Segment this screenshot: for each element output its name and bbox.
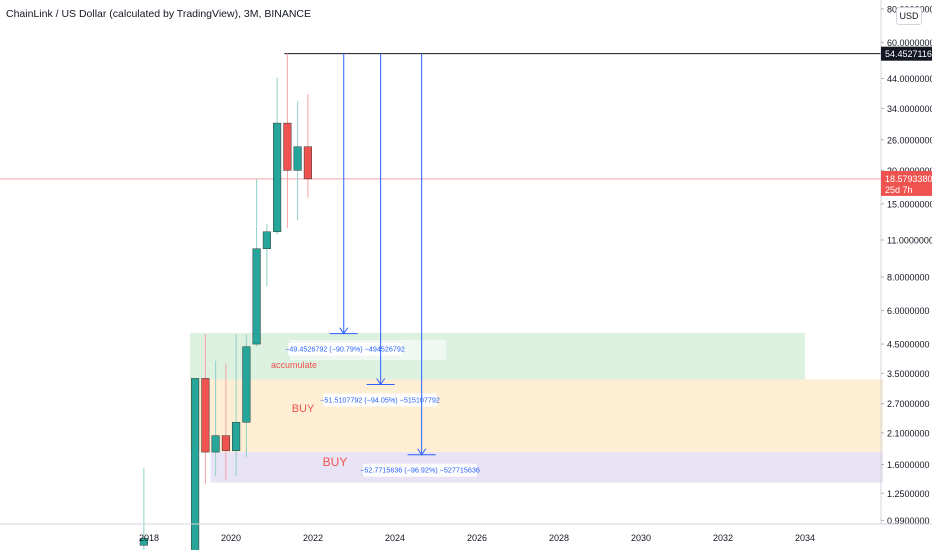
candle-body bbox=[232, 421, 241, 452]
candle-body bbox=[139, 537, 148, 546]
y-tick-label: 15.0000000 bbox=[887, 199, 932, 209]
x-tick-label: 2018 bbox=[139, 533, 159, 543]
y-tick-label: 26.0000000 bbox=[887, 135, 932, 145]
y-tick-label: 2.7000000 bbox=[887, 399, 930, 409]
candle bbox=[283, 53, 292, 228]
price-axis: 80.000000060.000000044.000000034.0000000… bbox=[880, 0, 932, 526]
candle bbox=[191, 378, 200, 550]
candle bbox=[232, 334, 241, 476]
y-tick-label: 1.2500000 bbox=[887, 489, 930, 499]
candle bbox=[293, 101, 302, 221]
x-tick-label: 2034 bbox=[795, 533, 815, 543]
candle bbox=[242, 334, 251, 458]
candle-body bbox=[303, 146, 312, 180]
y-tick-label: 60.0000000 bbox=[887, 38, 932, 48]
candle-body bbox=[221, 435, 230, 452]
candle-body bbox=[283, 122, 292, 171]
measurement: −51.5107792 (−94.05%) −515107792 bbox=[320, 53, 440, 407]
measure-label-bg bbox=[363, 463, 477, 477]
y-tick-label: 20.0000000 bbox=[887, 166, 932, 176]
measure-arrow bbox=[339, 327, 349, 335]
candle-body bbox=[201, 378, 210, 453]
candle bbox=[273, 77, 282, 235]
candle-body bbox=[273, 122, 282, 233]
y-tick-label: 4.5000000 bbox=[887, 340, 930, 350]
current-price-countdown: 25d 7h bbox=[885, 185, 913, 195]
x-tick-label: 2032 bbox=[713, 533, 733, 543]
candle-body bbox=[293, 146, 302, 171]
candle bbox=[211, 360, 220, 476]
x-tick-label: 2026 bbox=[467, 533, 487, 543]
measure-label-bg bbox=[323, 393, 437, 407]
measurement: −49.4526792 (−90.79%) −494526792 bbox=[285, 53, 405, 356]
x-tick-label: 2024 bbox=[385, 533, 405, 543]
measure-label: −51.5107792 (−94.05%) −515107792 bbox=[320, 396, 440, 405]
y-tick-label: 11.0000000 bbox=[887, 235, 932, 245]
x-tick-label: 2030 bbox=[631, 533, 651, 543]
current-price-value: 18.5793380 bbox=[885, 174, 932, 184]
zone-label-purple: BUY bbox=[323, 455, 348, 469]
candle bbox=[139, 468, 148, 550]
candle bbox=[262, 224, 271, 287]
top-line-badge: 54.4527116 bbox=[881, 46, 932, 61]
candle-body bbox=[211, 435, 220, 453]
x-tick-label: 2022 bbox=[303, 533, 323, 543]
y-tick-label: 34.0000000 bbox=[887, 104, 932, 114]
y-tick-label: 44.0000000 bbox=[887, 74, 932, 84]
zone-purple bbox=[210, 452, 883, 483]
chart-title: ChainLink / US Dollar (calculated by Tra… bbox=[6, 8, 312, 20]
zone-orange bbox=[190, 379, 883, 453]
candle bbox=[303, 94, 312, 198]
candle-body bbox=[242, 346, 251, 423]
measure-arrow bbox=[417, 448, 427, 456]
measure-label-bg bbox=[288, 342, 402, 356]
candle-body bbox=[252, 248, 261, 345]
measure-label: −49.4526792 (−90.79%) −494526792 bbox=[285, 345, 405, 354]
candle-body bbox=[191, 378, 200, 550]
zone-green bbox=[190, 332, 805, 380]
zone-label-orange: BUY bbox=[292, 403, 315, 415]
measure-arrow bbox=[376, 378, 386, 386]
top-line-badge-label: 54.4527116 bbox=[885, 49, 932, 59]
x-tick-label: 2028 bbox=[549, 533, 569, 543]
y-tick-label: 2.1000000 bbox=[887, 428, 930, 438]
y-tick-label: 0.9900000 bbox=[887, 516, 930, 526]
candle bbox=[252, 179, 261, 347]
candle bbox=[221, 363, 230, 481]
y-tick-label: 3.5000000 bbox=[887, 369, 930, 379]
measure-label: −52.7715636 (−96.92%) −527715636 bbox=[360, 466, 480, 475]
y-tick-label: 8.0000000 bbox=[887, 273, 930, 283]
current-price-badge-bg bbox=[881, 170, 932, 196]
candle bbox=[201, 334, 210, 485]
candle-body bbox=[262, 231, 271, 250]
currency-button[interactable]: USD bbox=[896, 7, 922, 25]
measurement: −52.7715636 (−96.92%) −527715636 bbox=[360, 53, 480, 477]
y-tick-label: 1.6000000 bbox=[887, 460, 930, 470]
zone-label-green: accumulate bbox=[271, 360, 317, 370]
top-line-badge-bg bbox=[881, 46, 932, 61]
time-axis: 2018 2020 2022 2024 2026 2028 2030 2032 2034 bbox=[0, 523, 932, 543]
y-tick-label: 6.0000000 bbox=[887, 306, 930, 316]
x-tick-label: 2020 bbox=[221, 533, 241, 543]
